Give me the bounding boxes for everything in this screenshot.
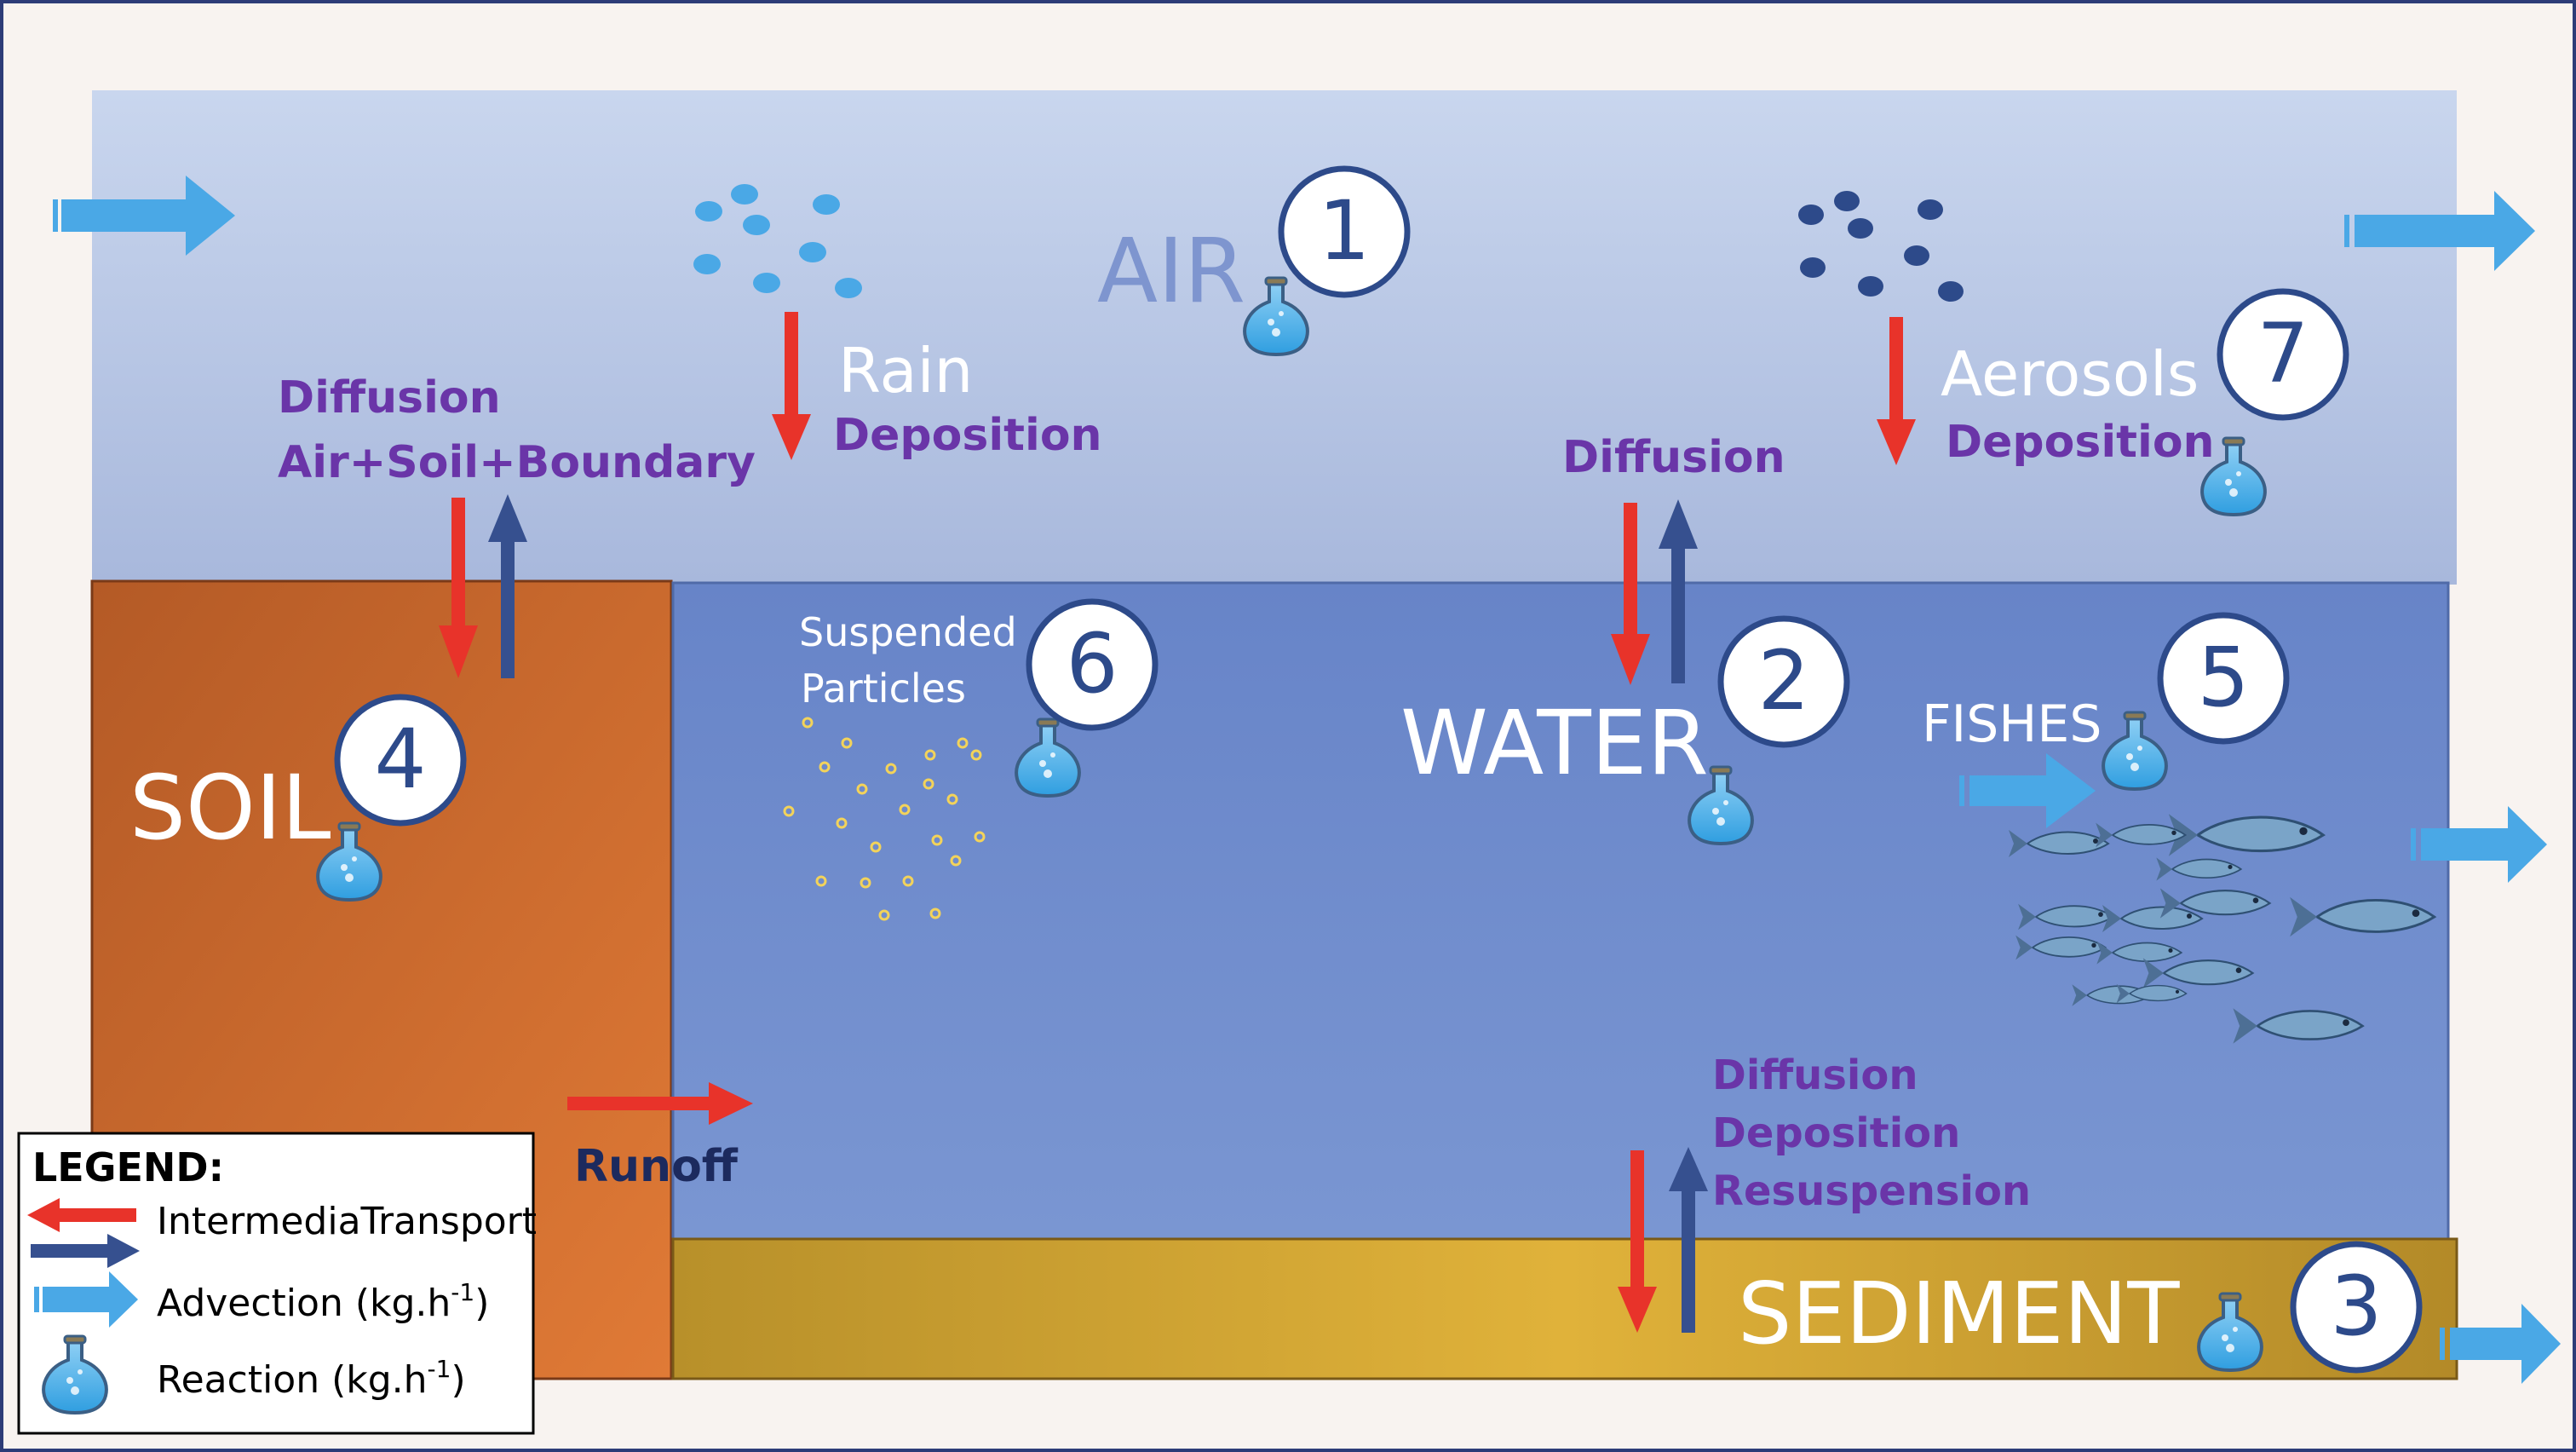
legend-intermedia-arrow-icon bbox=[27, 1198, 140, 1268]
sediment-compartment bbox=[671, 1237, 2458, 1380]
air-label: AIR bbox=[1097, 219, 1245, 323]
water-label: WATER bbox=[1400, 691, 1709, 795]
fishes-label: FISHES bbox=[1922, 694, 2102, 754]
sediment-to-water-arrow bbox=[1669, 1147, 1708, 1333]
advection-arrow-sediment-out bbox=[2440, 1304, 2561, 1384]
advection-arrow-fishes-in bbox=[1959, 753, 2096, 828]
suspended-label-line1: Suspended bbox=[799, 609, 1017, 655]
advection-arrow-air-out bbox=[2344, 191, 2535, 271]
advection-arrow-air-in bbox=[53, 176, 235, 256]
svg-text:5: 5 bbox=[2197, 630, 2249, 725]
aerosol-deposition-label: Deposition bbox=[1946, 417, 2215, 468]
sediment-label: SEDIMENT bbox=[1738, 1264, 2180, 1363]
number-circle-1: 1 bbox=[1278, 165, 1411, 298]
runoff-arrow bbox=[567, 1082, 753, 1125]
water-to-sediment-arrow bbox=[1618, 1150, 1657, 1333]
legend-reaction-label: Reaction (kg.h-1) bbox=[157, 1355, 466, 1402]
svg-text:3: 3 bbox=[2330, 1259, 2382, 1354]
aerosols-label: Aerosols bbox=[1941, 338, 2199, 410]
legend-advection-arrow-icon bbox=[34, 1271, 138, 1328]
aerosol-deposition-arrow bbox=[1877, 317, 1916, 465]
number-circle-6: 6 bbox=[1026, 598, 1159, 731]
legend: LEGEND: IntermediaTransport Advection (k… bbox=[17, 1132, 537, 1435]
number-circle-3: 3 bbox=[2290, 1241, 2423, 1374]
number-circle-5: 5 bbox=[2157, 612, 2290, 745]
water-sediment-resuspension-label: Resuspension bbox=[1712, 1167, 2031, 1215]
legend-intermedia-label: IntermediaTransport bbox=[157, 1200, 537, 1243]
air-to-soil-arrow bbox=[439, 498, 478, 678]
rain-deposition-arrow bbox=[772, 312, 811, 460]
legend-title: LEGEND: bbox=[32, 1144, 224, 1190]
svg-text:6: 6 bbox=[1066, 616, 1118, 712]
water-to-air-arrow bbox=[1659, 499, 1698, 683]
number-circle-7: 7 bbox=[2217, 288, 2349, 421]
legend-advection-label: Advection (kg.h-1) bbox=[157, 1278, 489, 1325]
svg-text:4: 4 bbox=[374, 712, 426, 807]
number-circle-2: 2 bbox=[1717, 615, 1850, 748]
air-water-diffusion-label: Diffusion bbox=[1562, 432, 1785, 483]
number-circle-4: 4 bbox=[334, 694, 467, 827]
advection-arrow-water-out bbox=[2411, 806, 2547, 883]
water-sediment-deposition-label: Deposition bbox=[1712, 1109, 1960, 1157]
runoff-label: Runoff bbox=[574, 1141, 739, 1192]
soil-air-boundary-label: Air+Soil+Boundary bbox=[278, 437, 756, 488]
svg-text:2: 2 bbox=[1757, 633, 1809, 729]
rain-droplets bbox=[693, 184, 862, 298]
air-to-water-arrow bbox=[1611, 503, 1650, 685]
svg-text:1: 1 bbox=[1318, 183, 1370, 279]
suspended-particles-dots bbox=[783, 717, 986, 921]
rain-deposition-label: Deposition bbox=[833, 410, 1102, 461]
aerosol-particles bbox=[1798, 191, 1964, 302]
svg-text:7: 7 bbox=[2257, 306, 2309, 401]
rain-label: Rain bbox=[838, 335, 973, 406]
soil-label: SOIL bbox=[129, 756, 331, 860]
soil-air-diffusion-label: Diffusion bbox=[278, 372, 501, 424]
water-sediment-diffusion-label: Diffusion bbox=[1712, 1052, 1918, 1099]
soil-to-air-arrow bbox=[488, 494, 527, 678]
suspended-label-line2: Particles bbox=[801, 666, 966, 712]
